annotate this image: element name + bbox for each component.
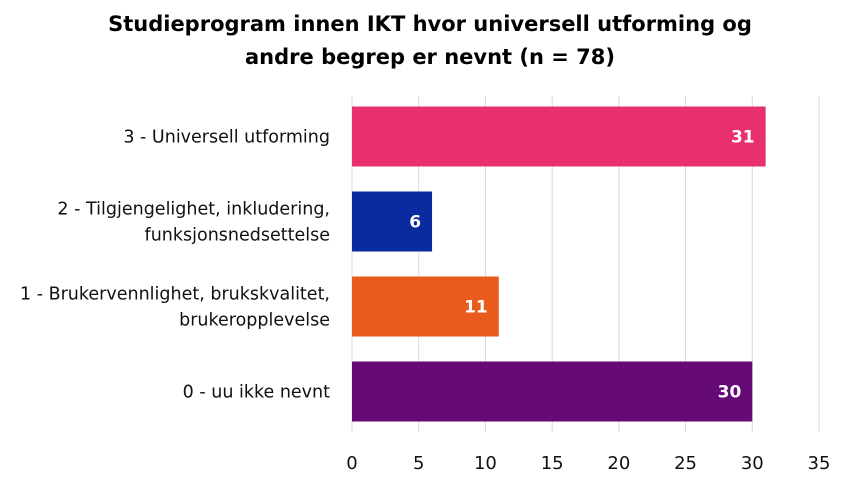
category-label-0-line-0: 3 - Universell utforming	[123, 128, 330, 148]
category-label-1-line-0: 2 - Tilgjengelighet, inkludering,	[57, 200, 330, 220]
bar-3	[352, 361, 753, 422]
bars: 31 6 11 30	[352, 106, 766, 422]
chart-title-line-0: Studieprogram innen IKT hvor universell …	[108, 12, 752, 36]
category-label-2-line-0: 1 - Brukervennlighet, brukskvalitet,	[20, 285, 330, 305]
chart-title: Studieprogram innen IKT hvor universell …	[108, 12, 752, 69]
x-tick-label-0: 0	[346, 453, 357, 474]
bar-value-label-2: 11	[464, 298, 488, 318]
bar-2	[352, 276, 499, 337]
category-label-1-line-1: funksjonsnedsettelse	[145, 226, 330, 246]
bar-0	[352, 106, 766, 167]
x-axis-ticks: 0 5 10 15 20 25 30 35	[346, 453, 830, 474]
category-label-3-line-0: 0 - uu ikke nevnt	[183, 383, 330, 403]
x-tick-label-30: 30	[741, 453, 764, 474]
bar-value-label-3: 30	[718, 383, 742, 403]
x-tick-label-10: 10	[474, 453, 497, 474]
category-label-2-line-1: brukeropplevelse	[179, 311, 330, 331]
category-labels: 3 - Universell utforming 2 - Tilgjengelig…	[20, 128, 330, 403]
x-tick-label-5: 5	[413, 453, 424, 474]
x-tick-label-15: 15	[541, 453, 564, 474]
x-tick-label-20: 20	[607, 453, 630, 474]
bar-value-label-0: 31	[731, 128, 755, 148]
chart-title-line-1: andre begrep er nevnt (n = 78)	[245, 45, 615, 69]
x-tick-label-35: 35	[808, 453, 831, 474]
bar-1	[352, 191, 433, 252]
bar-value-label-1: 6	[409, 213, 421, 233]
x-tick-label-25: 25	[674, 453, 697, 474]
